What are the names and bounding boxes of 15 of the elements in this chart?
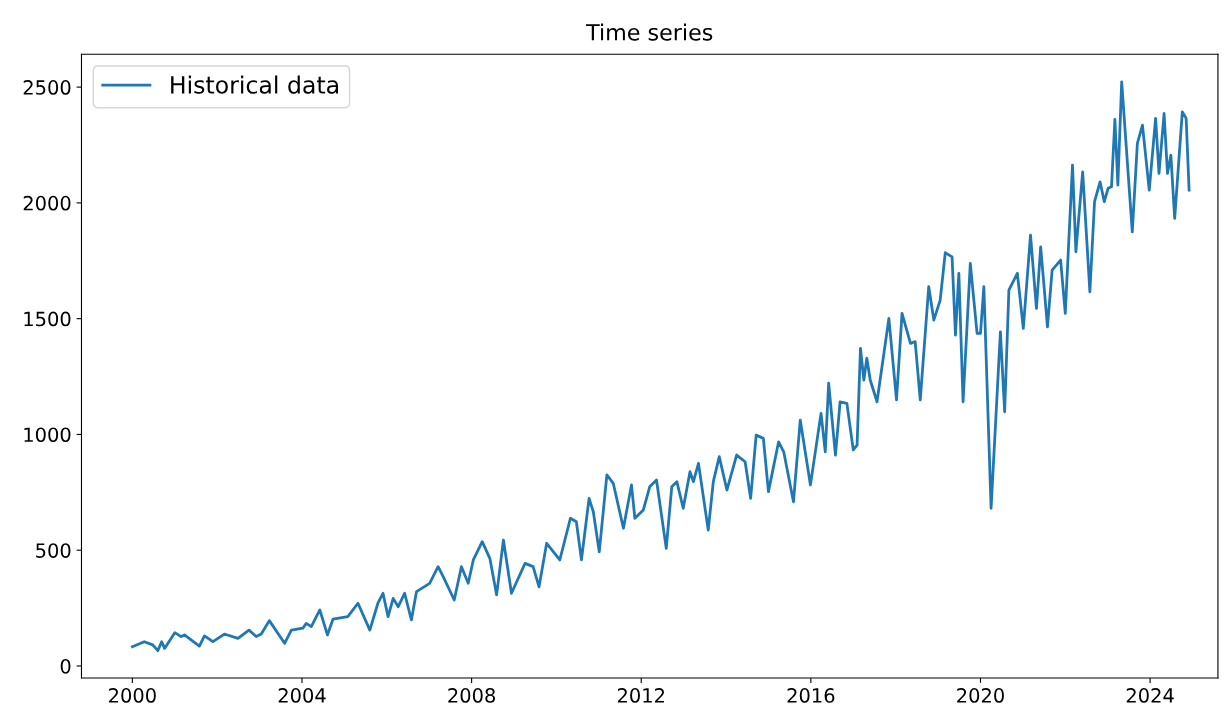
y-tick-label: 500 <box>36 543 71 558</box>
x-tick-label: 2008 <box>448 688 496 703</box>
x-tick-label: 2024 <box>1126 688 1174 703</box>
x-tick-label: 2020 <box>957 688 1004 703</box>
legend-label: Historical data <box>171 75 338 94</box>
y-tick-label: 0 <box>60 658 71 674</box>
y-tick-label: 1500 <box>24 311 71 327</box>
y-tick-label: 2000 <box>23 195 71 211</box>
y-tick-label: 2500 <box>23 80 71 95</box>
x-tick-label: 2000 <box>109 688 156 703</box>
x-tick-label: 2016 <box>787 688 835 703</box>
chart-title: Time series <box>586 23 713 41</box>
x-tick-label: 2012 <box>617 688 665 703</box>
y-tick-label: 1000 <box>24 427 71 443</box>
x-tick-label: 2004 <box>278 688 326 703</box>
